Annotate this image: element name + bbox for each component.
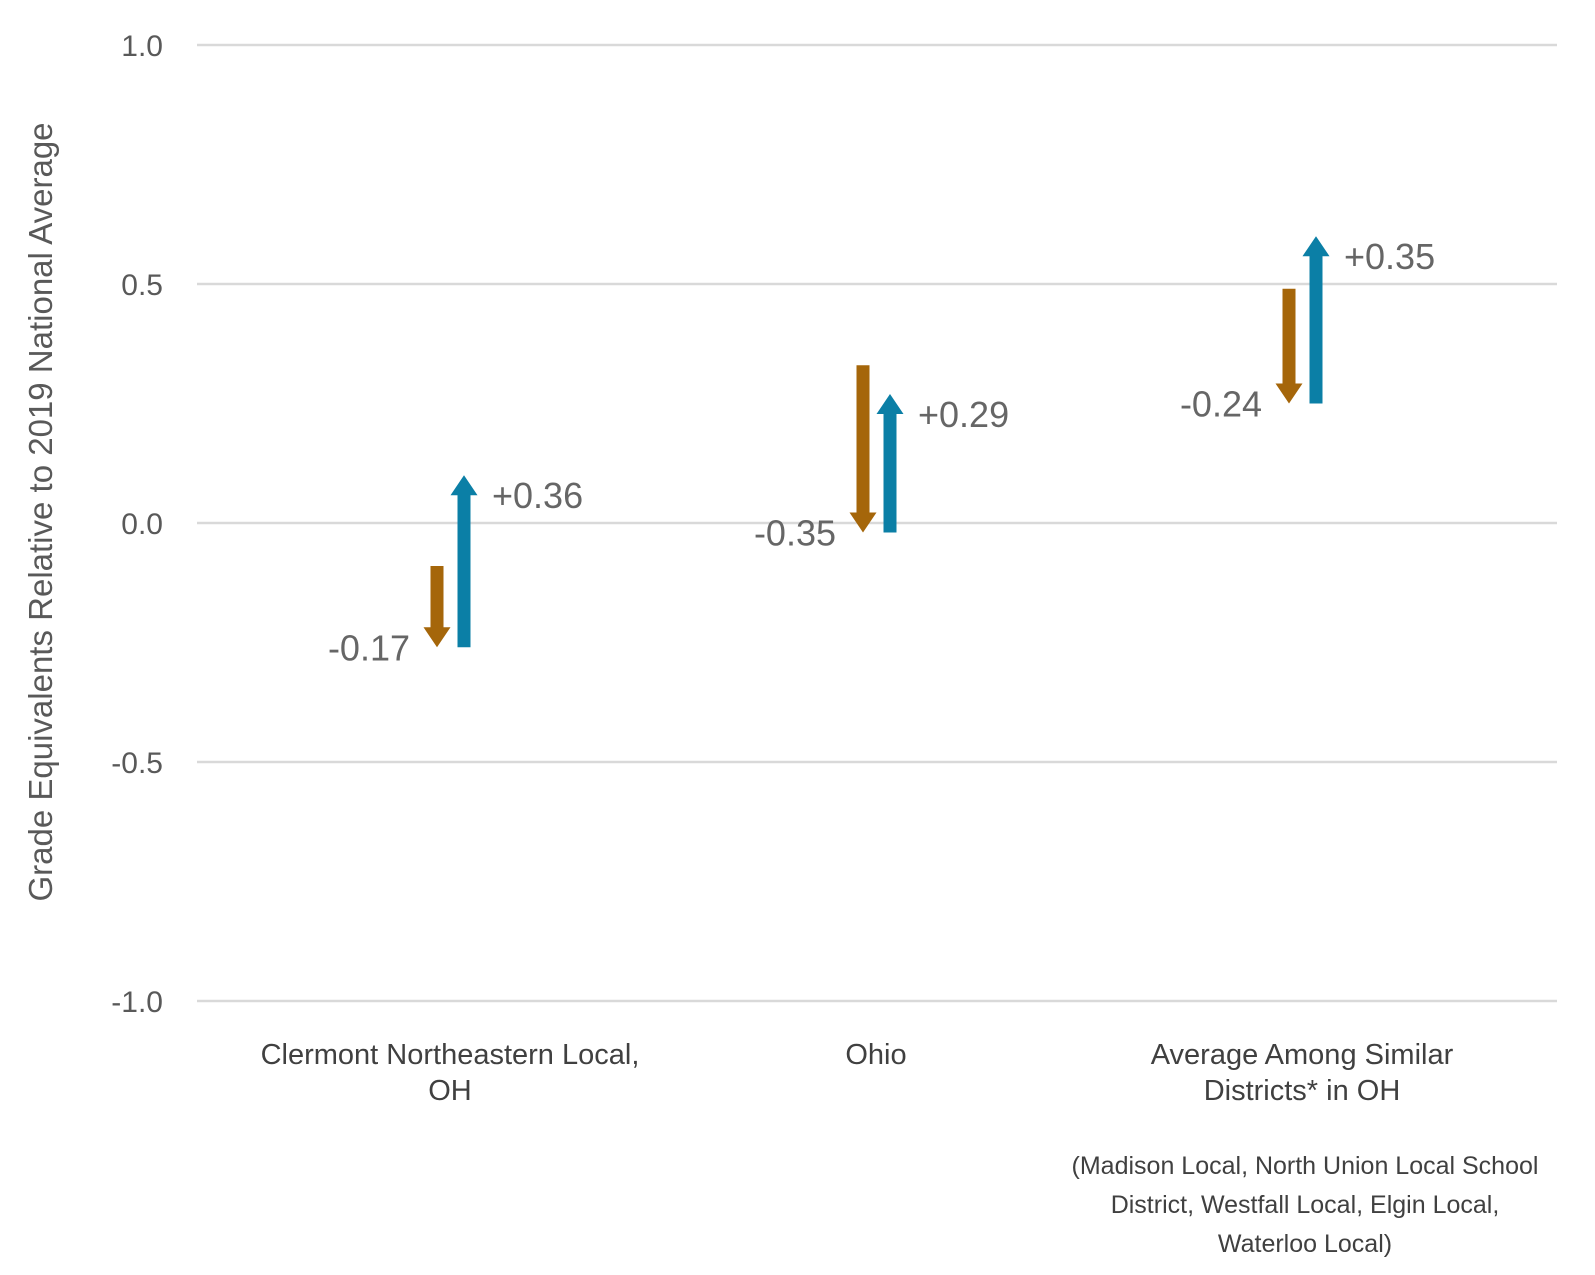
y-tick-label: 0.0 [121,508,163,541]
footnote: (Madison Local, North Union Local School… [1072,1152,1539,1258]
category-label: Ohio [845,1039,906,1071]
recovery-value-label: +0.36 [492,475,583,516]
category-label: Districts* in OH [1204,1075,1401,1107]
footnote-line: District, Westfall Local, Elgin Local, [1111,1191,1500,1219]
decline-value-label: -0.35 [754,513,836,554]
arrows [423,236,1330,648]
decline-arrow [1275,288,1303,404]
decline-arrow [849,365,877,533]
recovery-value-label: +0.35 [1344,236,1435,277]
grid-lines [197,43,1557,1003]
y-tick-label: 1.0 [121,30,163,63]
recovery-value-label: +0.29 [918,394,1009,435]
decline-arrow [423,566,451,648]
decline-value-label: -0.24 [1180,384,1262,425]
value-labels: -0.17 -0.35 -0.24 +0.36 +0.29 +0.35 [328,236,1435,668]
category-label: Average Among Similar [1151,1039,1454,1071]
y-tick-labels: 1.0 0.5 0.0 -0.5 -1.0 [111,30,163,1019]
footnote-line: (Madison Local, North Union Local School [1072,1152,1539,1180]
y-axis-label: Grade Equivalents Relative to 2019 Natio… [22,122,59,901]
recovery-arrow [450,475,478,648]
recovery-arrow [876,393,904,533]
y-tick-label: 0.5 [121,269,163,302]
recovery-arrow [1302,236,1330,404]
footnote-line: Waterloo Local) [1218,1230,1392,1258]
category-labels: Clermont Northeastern Local, OH Ohio Averag… [261,1039,1454,1107]
y-tick-label: -1.0 [111,986,163,1019]
category-label: Clermont Northeastern Local, [261,1039,640,1071]
category-label: OH [428,1075,472,1107]
decline-value-label: -0.17 [328,627,410,668]
y-tick-label: -0.5 [111,747,163,780]
